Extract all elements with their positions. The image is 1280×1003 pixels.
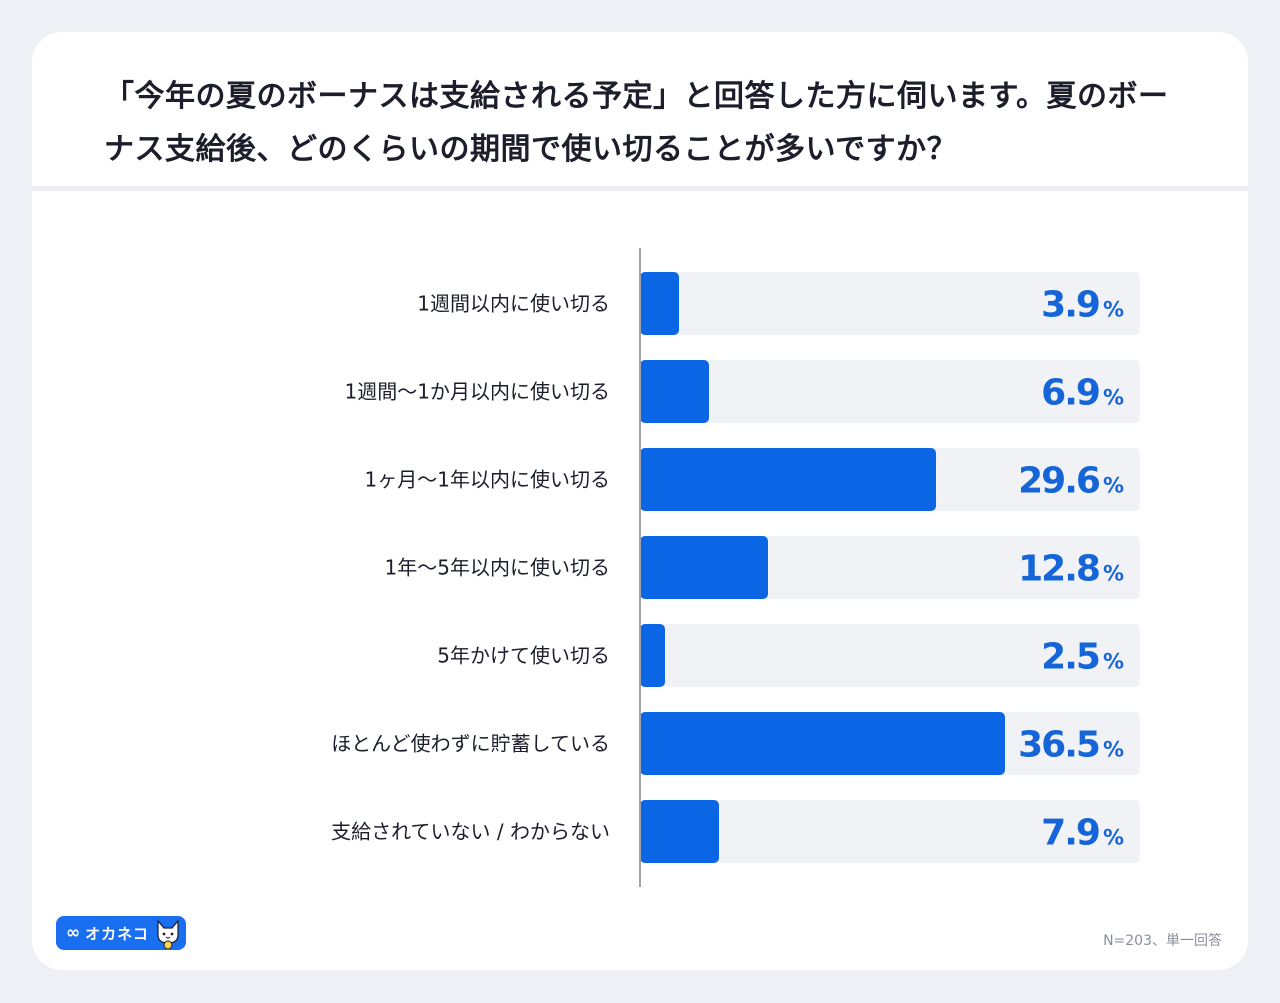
value-number: 36.5	[1018, 725, 1099, 766]
value-unit: %	[1103, 738, 1124, 762]
bar-track	[640, 360, 1140, 423]
value-unit: %	[1103, 826, 1124, 850]
chart-card: 「今年の夏のボーナスは支給される予定」と回答した方に伺います。夏のボーナス支給後…	[32, 32, 1248, 970]
bar-track	[640, 800, 1140, 863]
value-number: 7.9	[1041, 813, 1099, 854]
value-unit: %	[1103, 650, 1124, 674]
infinity-icon: ∞	[66, 922, 81, 943]
bar-track	[640, 272, 1140, 335]
logo-text: オカネコ	[85, 924, 149, 943]
category-label: 5年かけて使い切る	[437, 644, 610, 668]
category-label: ほとんど使わずに貯蓄している	[331, 732, 610, 756]
value-label: 7.9%	[1041, 813, 1124, 854]
value-number: 2.5	[1041, 637, 1099, 678]
value-number: 6.9	[1041, 373, 1099, 414]
category-label: 1ヶ月〜1年以内に使い切る	[365, 468, 610, 492]
value-label: 36.5%	[1018, 725, 1124, 766]
cat-mascot-icon	[157, 919, 179, 949]
category-label: 1週間以内に使い切る	[417, 292, 610, 316]
chart-title: 「今年の夏のボーナスは支給される予定」と回答した方に伺います。夏のボーナス支給後…	[104, 79, 1169, 167]
bar	[640, 624, 665, 687]
value-unit: %	[1103, 562, 1124, 586]
category-label: 支給されていない / わからない	[331, 820, 610, 844]
title-divider	[32, 186, 1248, 191]
value-unit: %	[1103, 386, 1124, 410]
value-unit: %	[1103, 298, 1124, 322]
value-label: 2.5%	[1041, 637, 1124, 678]
value-label: 3.9%	[1041, 285, 1124, 326]
value-number: 29.6	[1018, 461, 1100, 502]
bar-track	[640, 624, 1140, 687]
okaneko-logo: ∞ オカネコ	[56, 916, 186, 950]
value-number: 12.8	[1018, 549, 1099, 590]
bar	[640, 536, 768, 599]
category-label: 1週間〜1か月以内に使い切る	[345, 380, 610, 404]
bar	[640, 272, 679, 335]
bar	[640, 800, 719, 863]
value-label: 29.6%	[1018, 461, 1124, 502]
bar-chart: 1週間以内に使い切る 3.9 % 1週間〜1か月以内に使い切る 6.9 % 1ヶ月〜1年以内…	[331, 248, 1140, 887]
value-number: 3.9	[1041, 285, 1099, 326]
bar	[640, 360, 709, 423]
bar	[640, 712, 1005, 775]
value-label: 6.9%	[1041, 373, 1124, 414]
bar	[640, 448, 936, 511]
category-label: 1年〜5年以内に使い切る	[385, 556, 610, 580]
value-unit: %	[1103, 474, 1124, 498]
value-label: 12.8%	[1018, 549, 1124, 590]
sample-size-note: N=203、単一回答	[1103, 933, 1222, 949]
